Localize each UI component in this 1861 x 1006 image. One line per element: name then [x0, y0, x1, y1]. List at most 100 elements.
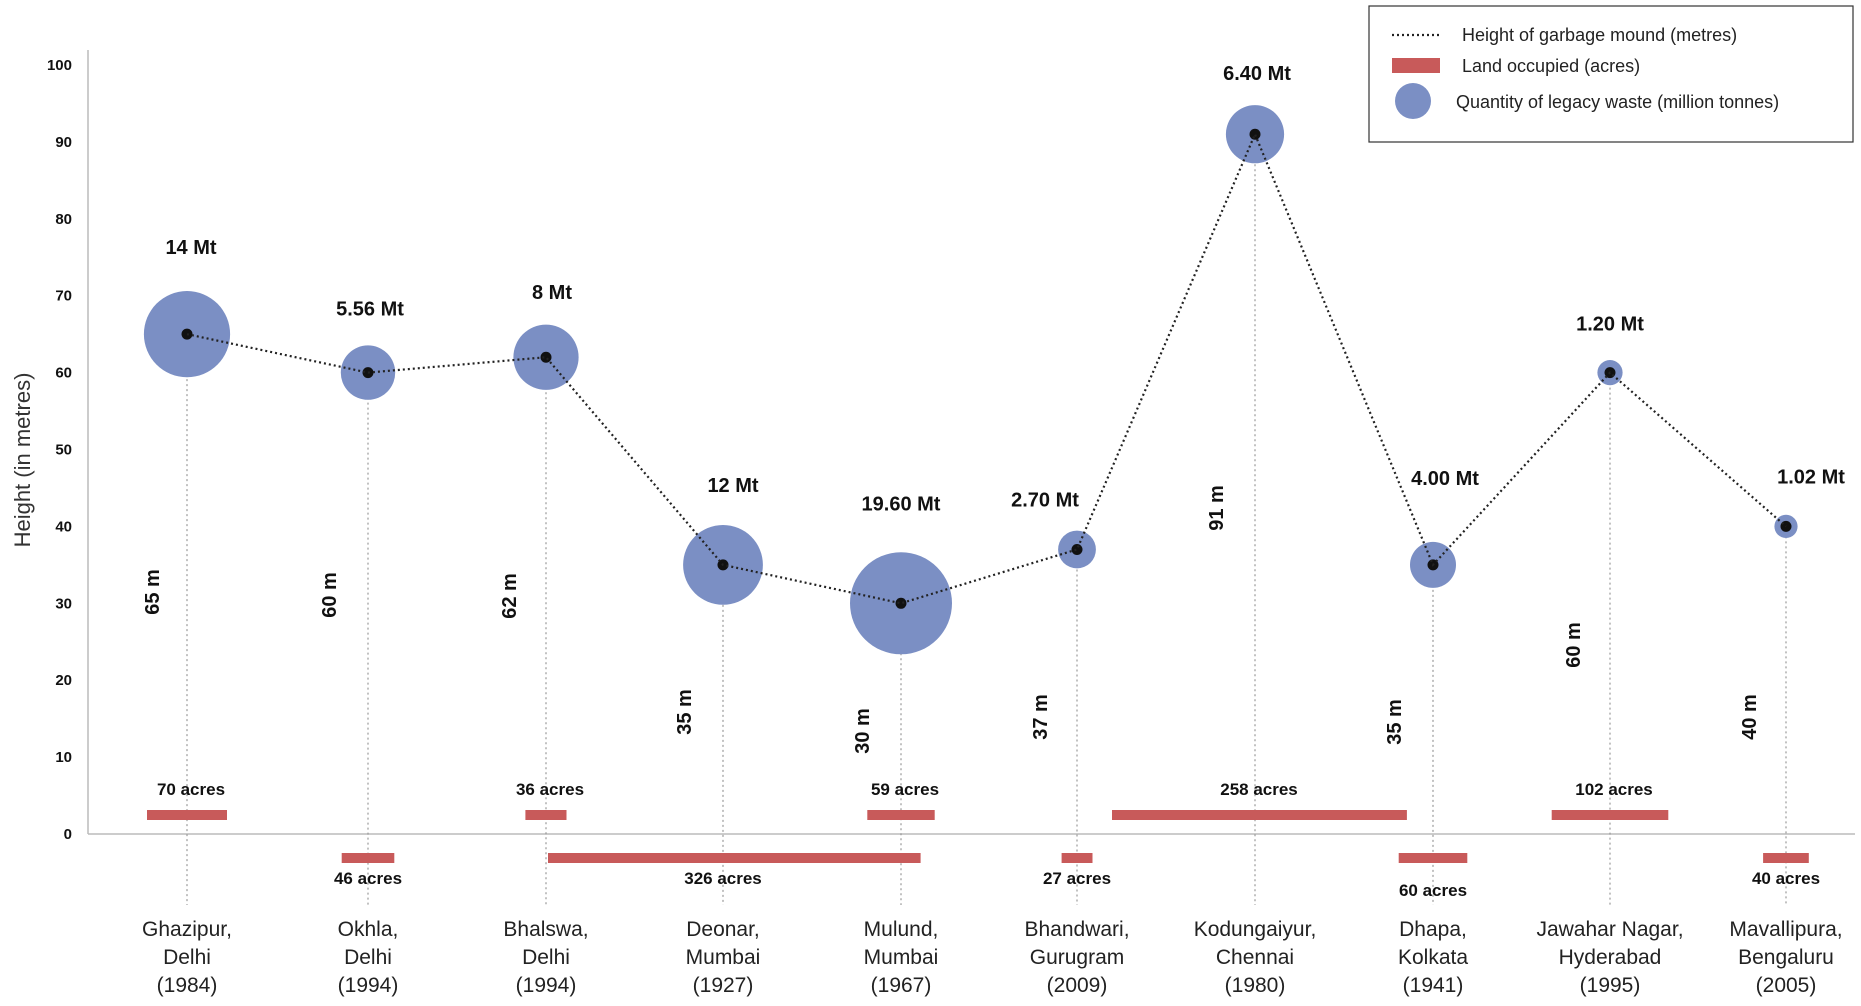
land-bar	[1061, 853, 1093, 863]
category-label: Mumbai	[864, 946, 939, 969]
category-label: Bhandwari,	[1024, 918, 1129, 941]
category-label: Hyderabad	[1559, 946, 1662, 969]
waste-bubbles	[143, 105, 1798, 655]
category-label: Okhla,	[338, 918, 399, 941]
acres-label: 27 acres	[1043, 869, 1111, 888]
land-bar	[147, 810, 227, 820]
data-labels: 70 acres 14 Mt 65 m Ghazipur, Delhi (1984) 46 …	[142, 63, 1845, 997]
height-label: 65 m	[142, 569, 164, 615]
category-label: Dhapa,	[1399, 918, 1467, 941]
acres-label: 326 acres	[684, 869, 762, 888]
height-point	[1249, 128, 1261, 140]
legend-bubble-swatch	[1395, 83, 1431, 119]
legend-entry: Height of garbage mound (metres)	[1462, 25, 1737, 45]
category-label: (2005)	[1756, 974, 1817, 997]
waste-label: 2.70 Mt	[1011, 489, 1079, 511]
category-label: (2009)	[1047, 974, 1108, 997]
legend-entry: Quantity of legacy waste (million tonnes…	[1456, 92, 1779, 112]
y-tick-label: 50	[55, 442, 72, 459]
land-bar	[1551, 810, 1669, 820]
waste-label: 8 Mt	[532, 282, 572, 304]
height-label: 91 m	[1206, 485, 1228, 531]
category-label: Deonar,	[686, 918, 760, 941]
y-tick-label: 40	[55, 518, 72, 535]
acres-label: 59 acres	[871, 780, 939, 799]
category-label: (1984)	[157, 974, 218, 997]
category-label: Delhi	[344, 946, 392, 969]
category-label: Bengaluru	[1738, 946, 1834, 969]
category-label: (1967)	[871, 974, 932, 997]
y-tick-label: 70	[55, 288, 72, 305]
waste-label: 5.56 Mt	[336, 299, 404, 321]
category-label: (1941)	[1403, 974, 1464, 997]
height-point	[540, 351, 552, 363]
category-label: Kolkata	[1398, 946, 1468, 969]
height-label: 35 m	[1384, 699, 1406, 745]
acres-label: 258 acres	[1220, 780, 1298, 799]
category-label: Ghazipur,	[142, 918, 232, 941]
land-bars	[147, 810, 1809, 863]
drop-lines	[186, 134, 1787, 905]
land-bar	[341, 853, 395, 863]
y-tick-label: 60	[55, 365, 72, 382]
y-tick-label: 90	[55, 134, 72, 151]
category-label: (1994)	[516, 974, 577, 997]
legend-box	[1368, 5, 1854, 143]
category-label: Mulund,	[864, 918, 939, 941]
category-label: Bhalswa,	[503, 918, 588, 941]
acres-label: 46 acres	[334, 869, 402, 888]
land-bar	[1763, 853, 1809, 863]
axes: 0 10 20 30 40 50 60 70 80 90 100 Height (in metres)	[10, 50, 1855, 843]
y-tick-label: 30	[55, 595, 72, 612]
y-tick-label: 100	[47, 57, 72, 74]
waste-label: 6.40 Mt	[1223, 63, 1291, 85]
waste-label: 4.00 Mt	[1411, 468, 1479, 490]
category-label: (1980)	[1225, 974, 1286, 997]
y-tick-label: 80	[55, 211, 72, 228]
height-series-line	[186, 131, 1787, 605]
y-tick-label: 10	[55, 749, 72, 766]
y-axis-title: Height (in metres)	[10, 373, 35, 548]
y-tick-label: 0	[64, 826, 72, 843]
land-bar	[525, 810, 567, 820]
category-label: (1927)	[693, 974, 754, 997]
height-label: 35 m	[674, 689, 696, 735]
height-label: 37 m	[1030, 694, 1052, 740]
category-label: Chennai	[1216, 946, 1294, 969]
acres-label: 36 acres	[516, 780, 584, 799]
y-tick-label: 20	[55, 672, 72, 689]
waste-label: 19.60 Mt	[862, 493, 941, 515]
acres-label: 40 acres	[1752, 869, 1820, 888]
category-label: Mavallipura,	[1729, 918, 1842, 941]
waste-label: 1.20 Mt	[1576, 314, 1644, 336]
category-label: (1995)	[1580, 974, 1641, 997]
category-label: Delhi	[522, 946, 570, 969]
height-label: 40 m	[1739, 694, 1761, 740]
legend-entry: Land occupied (acres)	[1462, 56, 1640, 76]
category-label: (1994)	[338, 974, 399, 997]
category-label: Delhi	[163, 946, 211, 969]
category-label: Gurugram	[1030, 946, 1125, 969]
height-point	[1071, 543, 1083, 555]
height-label: 30 m	[852, 708, 874, 754]
land-bar	[1398, 853, 1468, 863]
acres-label: 102 acres	[1575, 780, 1653, 799]
category-label: Mumbai	[686, 946, 761, 969]
height-line	[181, 128, 1792, 609]
height-point	[895, 597, 907, 609]
legend-bar-swatch	[1392, 58, 1440, 73]
land-bar	[548, 853, 921, 863]
waste-label: 1.02 Mt	[1777, 466, 1845, 488]
waste-label: 12 Mt	[707, 475, 758, 497]
category-label: Jawahar Nagar,	[1536, 918, 1683, 941]
land-bar	[1112, 810, 1407, 820]
category-label: Kodungaiyur,	[1194, 918, 1317, 941]
height-label: 60 m	[1563, 622, 1585, 668]
acres-label: 70 acres	[157, 780, 225, 799]
legend: Height of garbage mound (metres) Land occ…	[1368, 5, 1854, 143]
height-label: 62 m	[499, 573, 521, 619]
acres-label: 60 acres	[1399, 881, 1467, 900]
height-label: 60 m	[319, 572, 341, 618]
land-bar	[867, 810, 935, 820]
